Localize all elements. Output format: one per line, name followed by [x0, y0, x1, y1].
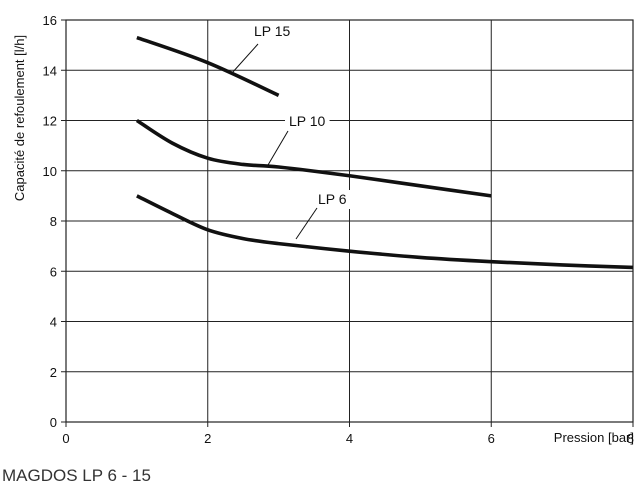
y-tick-label: 8	[50, 214, 57, 229]
x-axis-label: Pression [bar]	[554, 430, 634, 445]
callout-bg	[250, 22, 295, 41]
grid	[61, 19, 634, 427]
x-tick-label: 2	[204, 431, 211, 446]
callout-bg	[285, 112, 330, 131]
x-tick-label: 8	[627, 431, 634, 446]
tick-labels: 0 2 4 6 8 10 12 14 16 0 2 4 6 8	[43, 13, 634, 446]
x-tick-label: 6	[488, 431, 495, 446]
leader-line	[295, 207, 318, 240]
series-callouts: LP 15 LP 10 LP 6	[231, 22, 351, 240]
series-label: LP 10	[289, 113, 326, 129]
x-tick-label: 0	[62, 431, 69, 446]
series-lines	[135, 35, 634, 270]
y-axis-label: Capacité de refoulement [l/h]	[12, 35, 27, 201]
y-tick-label: 16	[43, 13, 57, 28]
leader-line	[267, 130, 289, 166]
y-tick-label: 12	[43, 114, 57, 129]
y-tick-label: 14	[43, 63, 57, 78]
y-tick-label: 10	[43, 164, 57, 179]
series-label: LP 15	[254, 23, 291, 39]
y-tick-label: 6	[50, 264, 57, 279]
y-tick-label: 0	[50, 415, 57, 430]
y-tick-label: 4	[50, 315, 57, 330]
series-line-lp-10	[135, 118, 492, 198]
series-label: LP 6	[318, 191, 347, 207]
series-line-lp-6	[136, 194, 634, 270]
chart-caption: MAGDOS LP 6 - 15	[2, 466, 151, 485]
series-line-lp-15	[136, 35, 280, 98]
plot-frame	[65, 19, 634, 423]
performance-chart: 0 2 4 6 8 10 12 14 16 0 2 4 6 8 LP 15 LP 10 LP 6 Capaci…	[12, 13, 634, 446]
x-tick-label: 4	[346, 431, 353, 446]
y-tick-label: 2	[50, 365, 57, 380]
callout-bg	[314, 190, 351, 209]
leader-line	[231, 43, 259, 74]
